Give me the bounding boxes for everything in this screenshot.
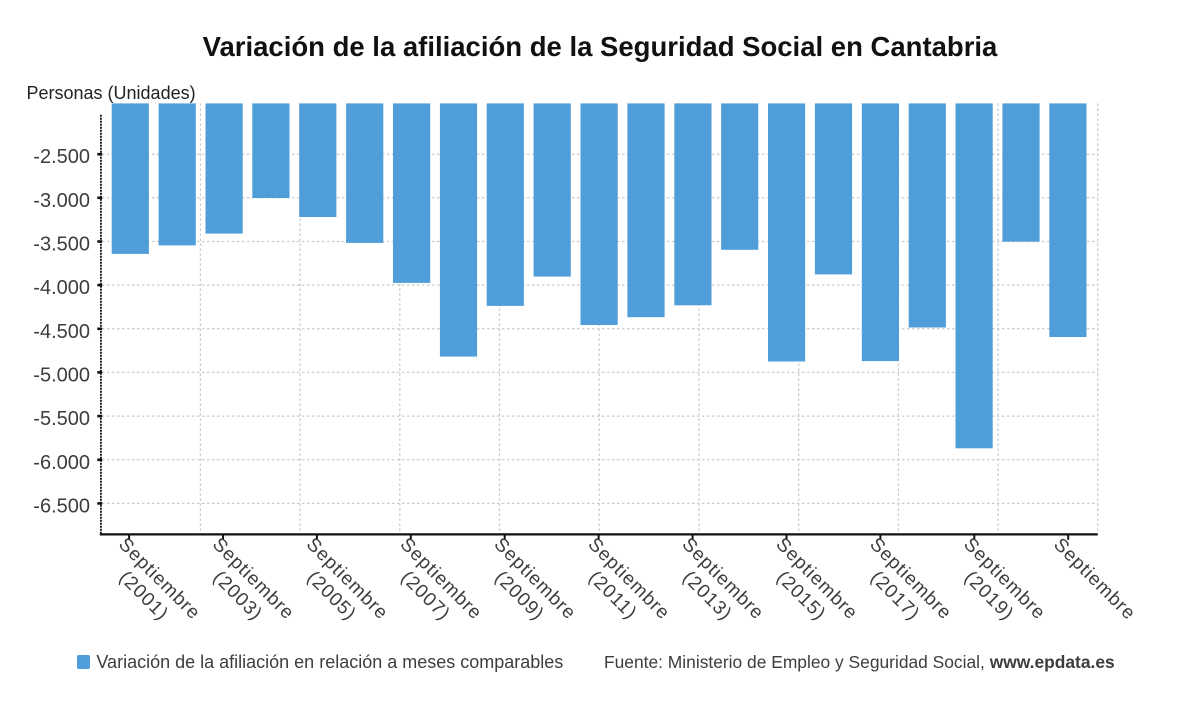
svg-text:-6.500: -6.500	[33, 495, 90, 517]
svg-text:-6.000: -6.000	[33, 452, 90, 474]
svg-text:-3.000: -3.000	[33, 190, 90, 212]
svg-text:-3.500: -3.500	[33, 234, 90, 256]
svg-text:-4.500: -4.500	[33, 321, 90, 343]
svg-text:Septiembre: Septiembre	[1049, 534, 1139, 624]
svg-text:-4.000: -4.000	[33, 277, 90, 299]
svg-text:-5.500: -5.500	[33, 408, 90, 430]
svg-text:-5.000: -5.000	[33, 364, 90, 386]
svg-text:-2.500: -2.500	[33, 146, 90, 168]
